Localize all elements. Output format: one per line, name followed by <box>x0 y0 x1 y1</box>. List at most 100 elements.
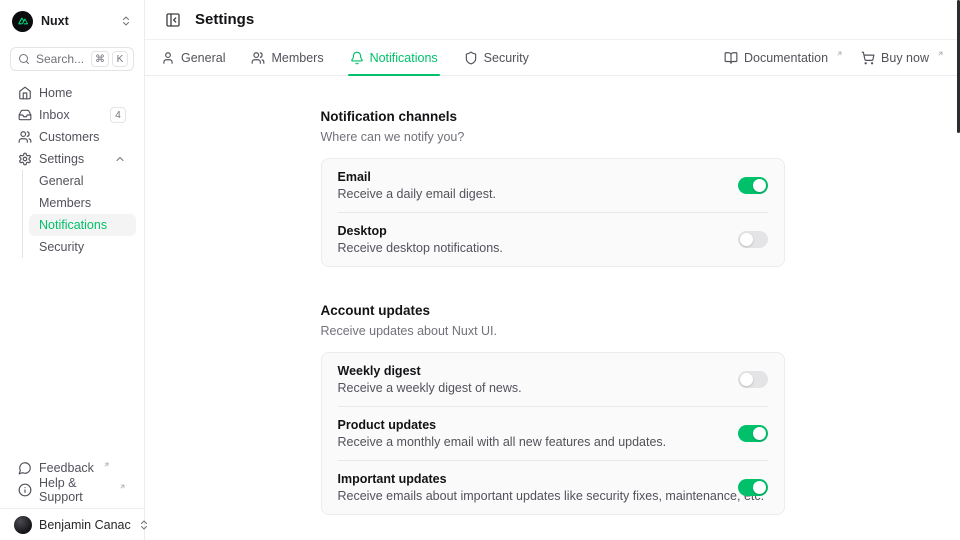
gear-icon <box>19 152 31 166</box>
external-link-icon <box>837 51 842 56</box>
documentation-label: Documentation <box>743 50 829 65</box>
help-support-link[interactable]: Help & Support <box>8 476 136 504</box>
sidebar-item-label: Inbox <box>39 108 70 122</box>
section-description: Receive updates about Nuxt UI. <box>320 324 498 338</box>
info-circle-icon <box>18 483 32 497</box>
setting-row-product-updates: Product updates Receive a monthly email … <box>337 406 768 460</box>
sidebar-item-label: Notifications <box>39 218 108 232</box>
tab-notifications[interactable]: Notifications <box>347 40 440 76</box>
setting-row-weekly-digest: Weekly digest Receive a weekly digest of… <box>338 353 768 406</box>
desktop-toggle[interactable] <box>737 231 768 248</box>
sidebar-item-label: Settings <box>39 152 85 166</box>
inbox-icon <box>18 109 32 121</box>
setting-label: Email <box>337 170 371 184</box>
setting-label: Product updates <box>337 418 437 432</box>
documentation-link[interactable]: Documentation <box>724 51 843 65</box>
setting-text: Product updates Receive a monthly email … <box>338 418 722 449</box>
sidebar-item-home[interactable]: Home <box>8 82 136 104</box>
nuxt-logo <box>12 10 33 32</box>
setting-description: Receive emails about important updates l… <box>337 489 765 503</box>
tab-general[interactable]: General <box>161 40 225 75</box>
external-link-icon <box>938 51 943 56</box>
setting-text: Important updates Receive emails about i… <box>337 472 765 503</box>
sidebar-item-inbox[interactable]: Inbox 4 <box>8 104 136 126</box>
settings-card: Weekly digest Receive a weekly digest of… <box>320 352 785 515</box>
sidebar-item-notifications[interactable]: Notifications <box>29 214 136 236</box>
tab-security[interactable]: Security <box>464 40 529 75</box>
external-link-icon <box>104 462 109 466</box>
external-link-icon <box>120 484 125 488</box>
section-title: Account updates <box>320 303 431 318</box>
collapse-sidebar-button[interactable] <box>161 8 185 32</box>
email-toggle[interactable] <box>737 177 768 194</box>
feedback-link[interactable]: Feedback <box>8 457 136 479</box>
avatar <box>14 515 32 534</box>
search-shortcut: ⌘ K <box>91 51 128 67</box>
users-icon <box>252 51 265 64</box>
sidebar-item-general[interactable]: General <box>29 170 136 192</box>
feedback-label: Feedback <box>39 461 94 475</box>
home-icon <box>19 86 31 100</box>
workspace-switcher[interactable]: Nuxt <box>8 8 136 34</box>
sidebar-item-label: General <box>39 174 84 188</box>
shopping-cart-icon <box>861 51 875 64</box>
sidebar-item-label: Security <box>39 240 85 254</box>
chevrons-up-down-icon <box>123 16 129 26</box>
user-icon <box>163 51 173 64</box>
sidebar-item-label: Customers <box>39 130 100 144</box>
setting-label: Important updates <box>337 472 447 486</box>
buy-now-link[interactable]: Buy now <box>861 51 944 65</box>
product-updates-toggle[interactable] <box>737 425 768 442</box>
setting-text: Email Receive a daily email digest. <box>338 170 722 201</box>
important-updates-toggle[interactable] <box>737 479 768 496</box>
setting-row-email: Email Receive a daily email digest. <box>338 159 768 212</box>
sidebar-item-security[interactable]: Security <box>29 236 136 258</box>
sidebar-nav: Home Inbox 4 Customers Settings General <box>8 82 136 258</box>
sidebar: Nuxt Search... ⌘ K Home Inbox 4 Cu <box>0 0 147 540</box>
sidebar-item-settings[interactable]: Settings <box>8 148 136 170</box>
setting-description: Receive a monthly email with all new fea… <box>337 435 667 449</box>
settings-card: Email Receive a daily email digest. Desk… <box>320 158 785 267</box>
tab-members[interactable]: Members <box>251 40 324 75</box>
workspace-name: Nuxt <box>41 14 69 28</box>
bell-icon <box>350 51 363 64</box>
setting-row-desktop: Desktop Receive desktop notifications. <box>337 212 768 266</box>
message-circle-icon <box>18 462 31 475</box>
book-open-icon <box>724 51 738 64</box>
buy-now-label: Buy now <box>881 50 929 65</box>
inbox-count-badge: 4 <box>110 107 126 123</box>
section-description: Where can we notify you? <box>320 130 465 144</box>
setting-description: Receive desktop notifications. <box>337 241 503 255</box>
weekly-digest-toggle[interactable] <box>737 371 768 388</box>
setting-row-important-updates: Important updates Receive emails about i… <box>337 460 768 514</box>
search-input[interactable]: Search... ⌘ K <box>10 47 134 71</box>
settings-tabs: General Members Notifications Security <box>161 40 529 76</box>
search-placeholder: Search... <box>36 52 85 66</box>
chevron-up-icon <box>116 157 124 161</box>
tab-label: Members <box>271 50 324 65</box>
sidebar-item-label: Home <box>39 86 73 100</box>
tabs-bar: General Members Notifications Security <box>145 40 960 76</box>
user-menu[interactable]: Benjamin Canac <box>0 508 147 540</box>
kbd-k: K <box>112 51 128 67</box>
settings-subnav: General Members Notifications Security <box>22 170 136 258</box>
user-name: Benjamin Canac <box>39 517 131 532</box>
search-icon <box>19 54 29 64</box>
main-panel: Settings General Members Notifications <box>145 0 960 540</box>
shield-icon <box>465 51 476 64</box>
sidebar-item-customers[interactable]: Customers <box>8 126 136 148</box>
setting-description: Receive a daily email digest. <box>337 187 496 201</box>
sidebar-footer: Feedback Help & Support <box>8 457 136 508</box>
tab-label: General <box>181 50 226 65</box>
setting-text: Weekly digest Receive a weekly digest of… <box>338 364 722 395</box>
section-notification-channels: Notification channels Where can we notif… <box>320 109 785 267</box>
scrollbar-thumb[interactable] <box>957 0 960 133</box>
sidebar-item-label: Members <box>39 196 92 210</box>
setting-label: Weekly digest <box>337 364 421 378</box>
tab-label: Security <box>483 50 529 65</box>
page-titlebar: Settings <box>145 0 960 40</box>
chevrons-up-down-icon <box>140 520 147 529</box>
notifications-settings-page: Notification channels Where can we notif… <box>145 76 960 540</box>
sidebar-item-members[interactable]: Members <box>29 192 136 214</box>
